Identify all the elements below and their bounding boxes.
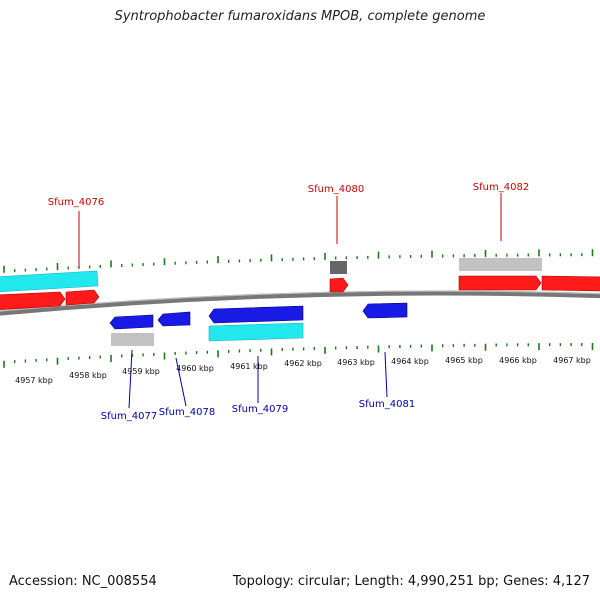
gene-feature[interactable] <box>208 305 304 324</box>
lower-tick-row <box>3 343 594 368</box>
kbp-label: 4967 kbp <box>553 356 591 365</box>
gene-label[interactable]: Sfum_4081 <box>359 399 415 410</box>
kbp-label: 4960 kbp <box>176 364 214 373</box>
kbp-label: 4957 kbp <box>15 376 53 385</box>
accession-label: Accession: NC_008554 <box>9 574 157 589</box>
gene-feature[interactable] <box>0 291 66 310</box>
gene-feature[interactable] <box>0 270 99 293</box>
kbp-label: 4965 kbp <box>445 356 483 365</box>
gene-feature[interactable] <box>157 311 191 327</box>
gene-label[interactable]: Sfum_4082 <box>473 182 529 193</box>
kbp-label: 4961 kbp <box>230 362 268 371</box>
forward-strand-features <box>0 258 600 310</box>
kbp-label: 4962 kbp <box>284 359 322 368</box>
gene-feature[interactable] <box>111 333 154 346</box>
gene-label[interactable]: Sfum_4078 <box>159 407 215 418</box>
gene-label[interactable]: Sfum_4076 <box>48 197 104 208</box>
kbp-label: 4958 kbp <box>69 371 107 380</box>
gene-feature[interactable] <box>330 261 347 274</box>
gene-feature[interactable] <box>208 322 304 342</box>
gene-feature[interactable] <box>65 289 100 306</box>
lower-gene-labels: Sfum_4077 Sfum_4078 Sfum_4079 Sfum_4081 <box>101 399 415 422</box>
gene-feature[interactable] <box>362 302 408 319</box>
kbp-label: 4959 kbp <box>122 367 160 376</box>
kbp-label: 4964 kbp <box>391 357 429 366</box>
gene-feature[interactable] <box>329 277 349 293</box>
upper-gene-labels: Sfum_4076 Sfum_4080 Sfum_4082 <box>48 182 529 208</box>
gene-feature[interactable] <box>109 314 154 330</box>
genome-backbone <box>0 290 600 316</box>
reverse-strand-features <box>109 302 408 346</box>
kbp-label: 4966 kbp <box>499 356 537 365</box>
gene-label[interactable]: Sfum_4079 <box>232 404 288 415</box>
gene-feature[interactable] <box>458 275 542 291</box>
label-callouts <box>78 193 502 409</box>
genome-summary: Topology: circular; Length: 4,990,251 bp… <box>232 574 590 589</box>
kbp-scale-labels: 4957 kbp 4958 kbp 4959 kbp 4960 kbp 4961… <box>15 356 591 385</box>
genome-title: Syntrophobacter fumaroxidans MPOB, compl… <box>114 9 486 24</box>
genome-backbone-highlight <box>0 290 600 312</box>
gene-feature[interactable] <box>459 258 542 271</box>
gene-feature[interactable] <box>541 275 600 292</box>
gene-label[interactable]: Sfum_4077 <box>101 411 157 422</box>
upper-tick-row <box>3 249 594 273</box>
gene-label[interactable]: Sfum_4080 <box>308 184 364 195</box>
kbp-label: 4963 kbp <box>337 358 375 367</box>
